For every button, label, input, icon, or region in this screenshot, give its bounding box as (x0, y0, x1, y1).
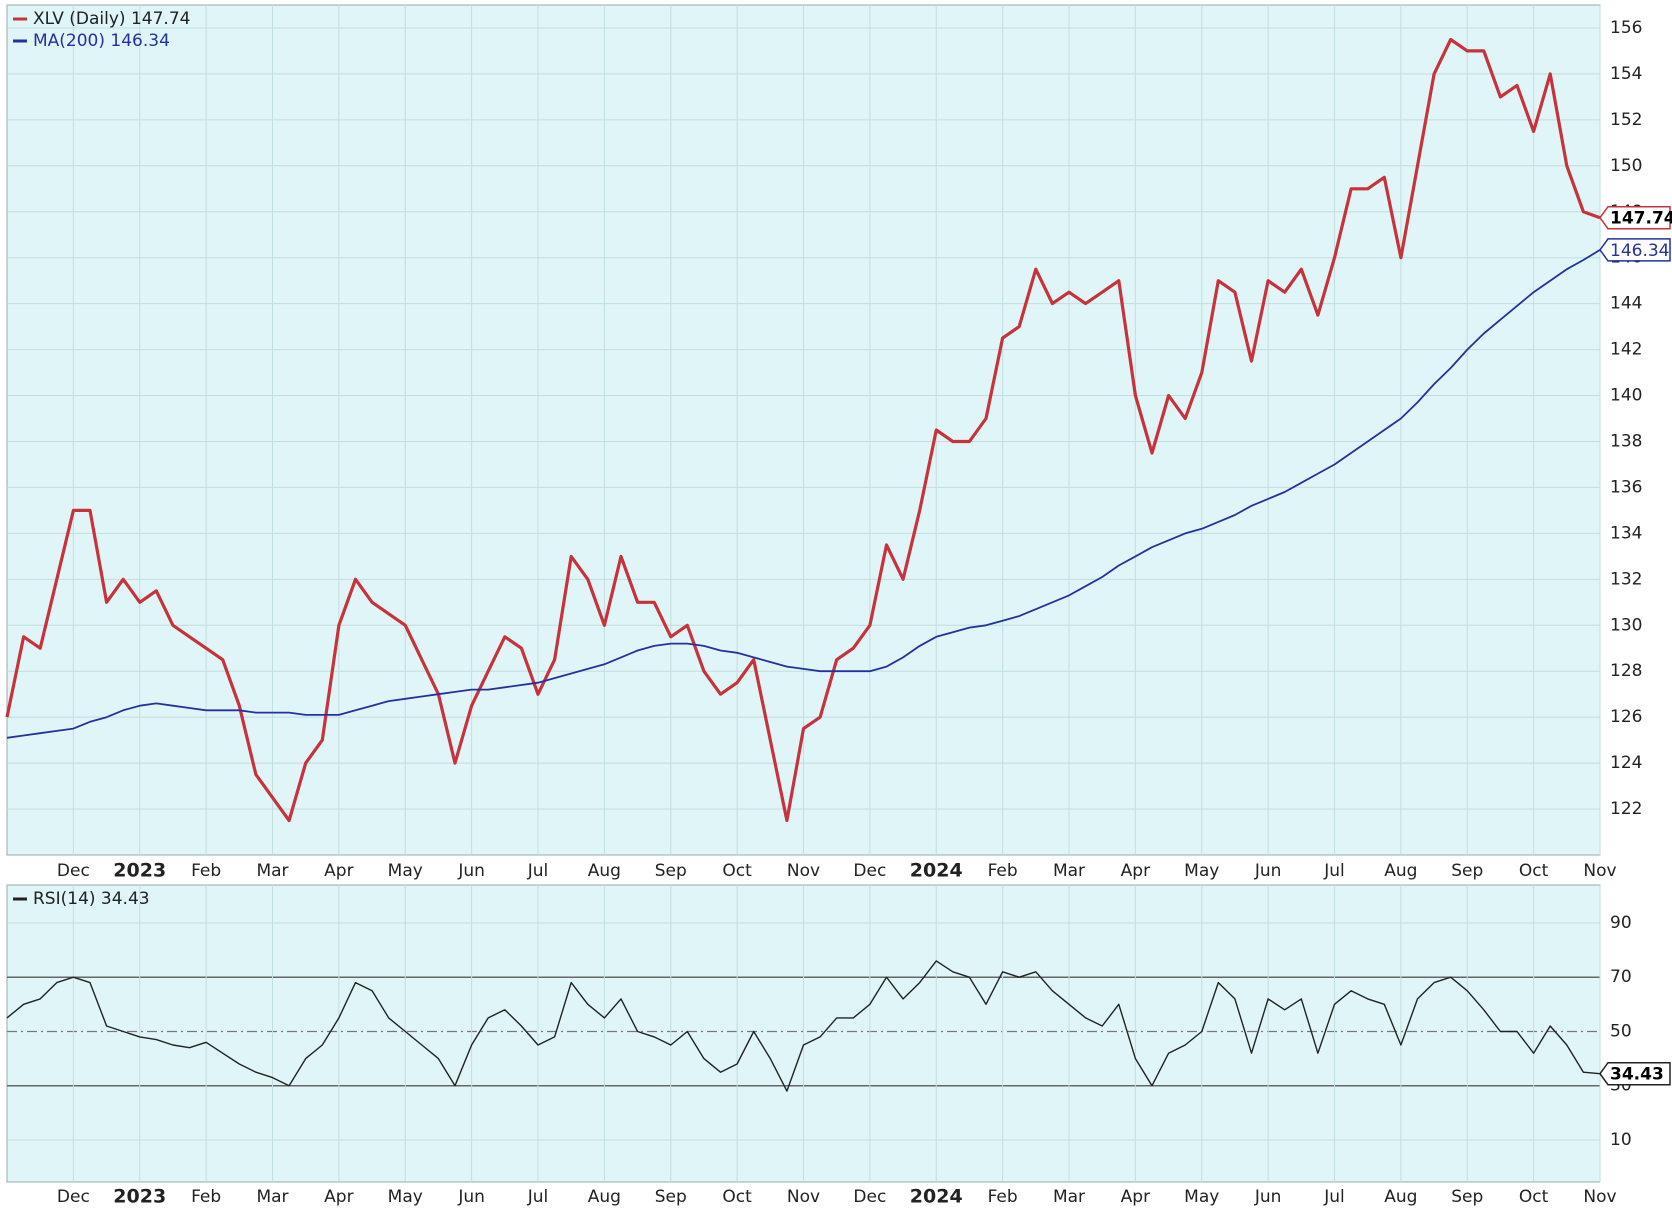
x-tick-label: Oct (722, 861, 752, 881)
legend-name: XLV (Daily) (33, 9, 126, 29)
x-tick-label: Mar (1053, 1187, 1085, 1207)
x-tick-label: Jul (527, 1187, 549, 1207)
y-tick-label: 156 (1610, 18, 1642, 38)
y-tick-label: 142 (1610, 340, 1642, 360)
x-tick-label: Sep (1451, 1187, 1483, 1207)
x-tick-label: Nov (1583, 1187, 1616, 1207)
x-tick-label: Oct (1519, 861, 1549, 881)
x-tick-label: May (388, 861, 423, 881)
legend-value: 146.34 (110, 31, 169, 51)
x-tick-label: Nov (1583, 861, 1616, 881)
legend-entry: MA(200) 146.34 (33, 31, 170, 51)
y-tick-label: 136 (1610, 477, 1642, 497)
x-tick-label: Oct (722, 1187, 752, 1207)
x-tick-label: Jul (1323, 1187, 1345, 1207)
x-tick-label: May (1184, 1187, 1219, 1207)
y-tick-label: 130 (1610, 615, 1642, 635)
x-tick-label: Dec (853, 1187, 886, 1207)
y-tick-label: 50 (1610, 1021, 1632, 1041)
x-tick-label: Jul (1323, 861, 1345, 881)
x-tick-label: Apr (324, 1187, 353, 1207)
y-tick-label: 126 (1610, 707, 1642, 727)
y-tick-label: 144 (1610, 294, 1642, 314)
series-line (5, 37, 1601, 823)
legend-name: RSI(14) (33, 889, 96, 909)
y-tick-label: 70 (1610, 967, 1632, 987)
x-tick-label: Feb (191, 861, 221, 881)
value-tag-box (1599, 205, 1671, 230)
x-tick-label: Oct (1519, 1187, 1549, 1207)
x-tick-label: Jun (457, 861, 485, 881)
legend-entry: RSI(14) 34.43 (33, 889, 150, 909)
x-tick-label: Dec (853, 861, 886, 881)
y-tick-label: 132 (1610, 569, 1642, 589)
x-tick-label: Aug (1384, 861, 1417, 881)
x-tick-label: 2023 (113, 860, 166, 882)
x-tick-label: Mar (1053, 861, 1085, 881)
y-tick-label: 128 (1610, 661, 1642, 681)
y-tick-label: 134 (1610, 523, 1642, 543)
x-tick-label: 2023 (113, 1186, 166, 1208)
x-tick-label: Nov (787, 861, 820, 881)
y-tick-label: 154 (1610, 64, 1642, 84)
x-tick-label: 2024 (910, 1186, 963, 1208)
x-tick-label: Sep (655, 861, 687, 881)
x-tick-label: Jun (457, 1187, 485, 1207)
series-line (6, 960, 1601, 1092)
legend-entry: XLV (Daily) 147.74 (33, 9, 190, 29)
x-tick-label: Jun (1254, 1187, 1282, 1207)
value-tag-box (1599, 238, 1671, 262)
value-tag: 147.74 (1610, 209, 1672, 229)
x-tick-label: Apr (1121, 861, 1150, 881)
x-tick-label: Aug (1384, 1187, 1417, 1207)
y-tick-label: 10 (1610, 1130, 1632, 1150)
x-tick-label: May (1184, 861, 1219, 881)
x-tick-label: Sep (1451, 861, 1483, 881)
x-tick-label: Mar (256, 1187, 288, 1207)
x-tick-label: Feb (988, 1187, 1018, 1207)
x-tick-label: 2024 (910, 860, 963, 882)
value-tag: 146.34 (1610, 241, 1669, 261)
x-tick-label: Mar (256, 861, 288, 881)
x-tick-label: Aug (588, 1187, 621, 1207)
y-tick-label: 152 (1610, 110, 1642, 130)
y-tick-label: 138 (1610, 431, 1642, 451)
x-tick-label: Aug (588, 861, 621, 881)
legend-name: MA(200) (33, 31, 105, 51)
x-tick-label: Feb (988, 861, 1018, 881)
y-tick-label: 140 (1610, 386, 1642, 406)
x-tick-label: Apr (1121, 1187, 1150, 1207)
legend-value: 34.43 (101, 889, 150, 909)
x-tick-label: Nov (787, 1187, 820, 1207)
x-tick-label: Jun (1254, 861, 1282, 881)
series-line (6, 249, 1601, 739)
x-tick-label: Sep (655, 1187, 687, 1207)
value-tag: 34.43 (1610, 1065, 1664, 1085)
x-tick-label: Dec (57, 1187, 90, 1207)
value-tag-box (1599, 1061, 1671, 1086)
x-tick-label: Apr (324, 861, 353, 881)
legend-value: 147.74 (131, 9, 190, 29)
x-tick-label: Jul (527, 861, 549, 881)
y-tick-label: 124 (1610, 753, 1642, 773)
x-tick-label: Dec (57, 861, 90, 881)
x-tick-label: Feb (191, 1187, 221, 1207)
y-tick-label: 90 (1610, 913, 1632, 933)
y-tick-label: 150 (1610, 156, 1642, 176)
y-tick-label: 122 (1610, 799, 1642, 819)
x-tick-label: May (388, 1187, 423, 1207)
